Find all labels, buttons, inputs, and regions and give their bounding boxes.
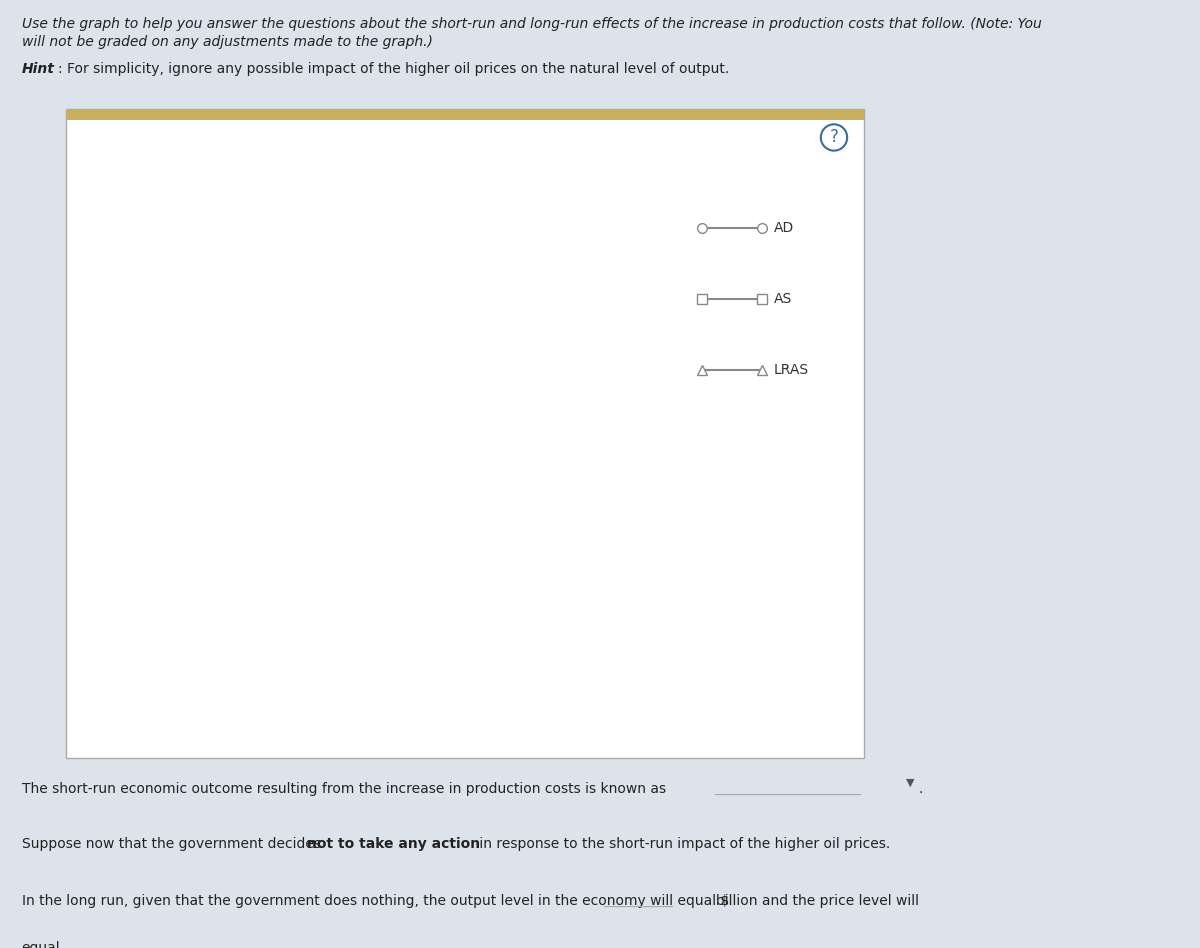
X-axis label: OUTPUT (Billions of dollars): OUTPUT (Billions of dollars) bbox=[301, 736, 491, 750]
Text: Suppose now that the government decides: Suppose now that the government decides bbox=[22, 837, 325, 851]
Text: ?: ? bbox=[829, 129, 839, 146]
Y-axis label: PRICE LEVEL: PRICE LEVEL bbox=[67, 390, 80, 478]
Text: .: . bbox=[918, 782, 923, 796]
Text: AD: AD bbox=[774, 221, 794, 234]
Text: : For simplicity, ignore any possible impact of the higher oil prices on the nat: : For simplicity, ignore any possible im… bbox=[58, 62, 728, 76]
Text: In the long run, given that the government does nothing, the output level in the: In the long run, given that the governme… bbox=[22, 894, 728, 908]
Text: in response to the short-run impact of the higher oil prices.: in response to the short-run impact of t… bbox=[475, 837, 890, 851]
Text: equal: equal bbox=[22, 941, 60, 948]
Text: AD: AD bbox=[521, 563, 540, 577]
Text: billion and the price level will: billion and the price level will bbox=[694, 894, 919, 908]
Text: will not be graded on any adjustments made to the graph.): will not be graded on any adjustments ma… bbox=[22, 35, 432, 49]
Text: LRAS: LRAS bbox=[774, 363, 809, 376]
Text: Use the graph to help you answer the questions about the short-run and long-run : Use the graph to help you answer the que… bbox=[22, 17, 1042, 31]
Text: _____________________: _____________________ bbox=[714, 782, 862, 796]
Text: ▼: ▼ bbox=[906, 777, 914, 788]
Text: AS: AS bbox=[499, 216, 517, 229]
Text: The short-run economic outcome resulting from the increase in production costs i: The short-run economic outcome resulting… bbox=[22, 782, 666, 796]
Text: not to take any action: not to take any action bbox=[307, 837, 480, 851]
Text: AS: AS bbox=[774, 292, 792, 305]
Text: __________: __________ bbox=[604, 894, 673, 908]
Text: Hint: Hint bbox=[22, 62, 54, 76]
Text: .: . bbox=[184, 941, 188, 948]
Text: ____________: ____________ bbox=[70, 941, 154, 948]
Text: LRAS: LRAS bbox=[402, 182, 437, 195]
